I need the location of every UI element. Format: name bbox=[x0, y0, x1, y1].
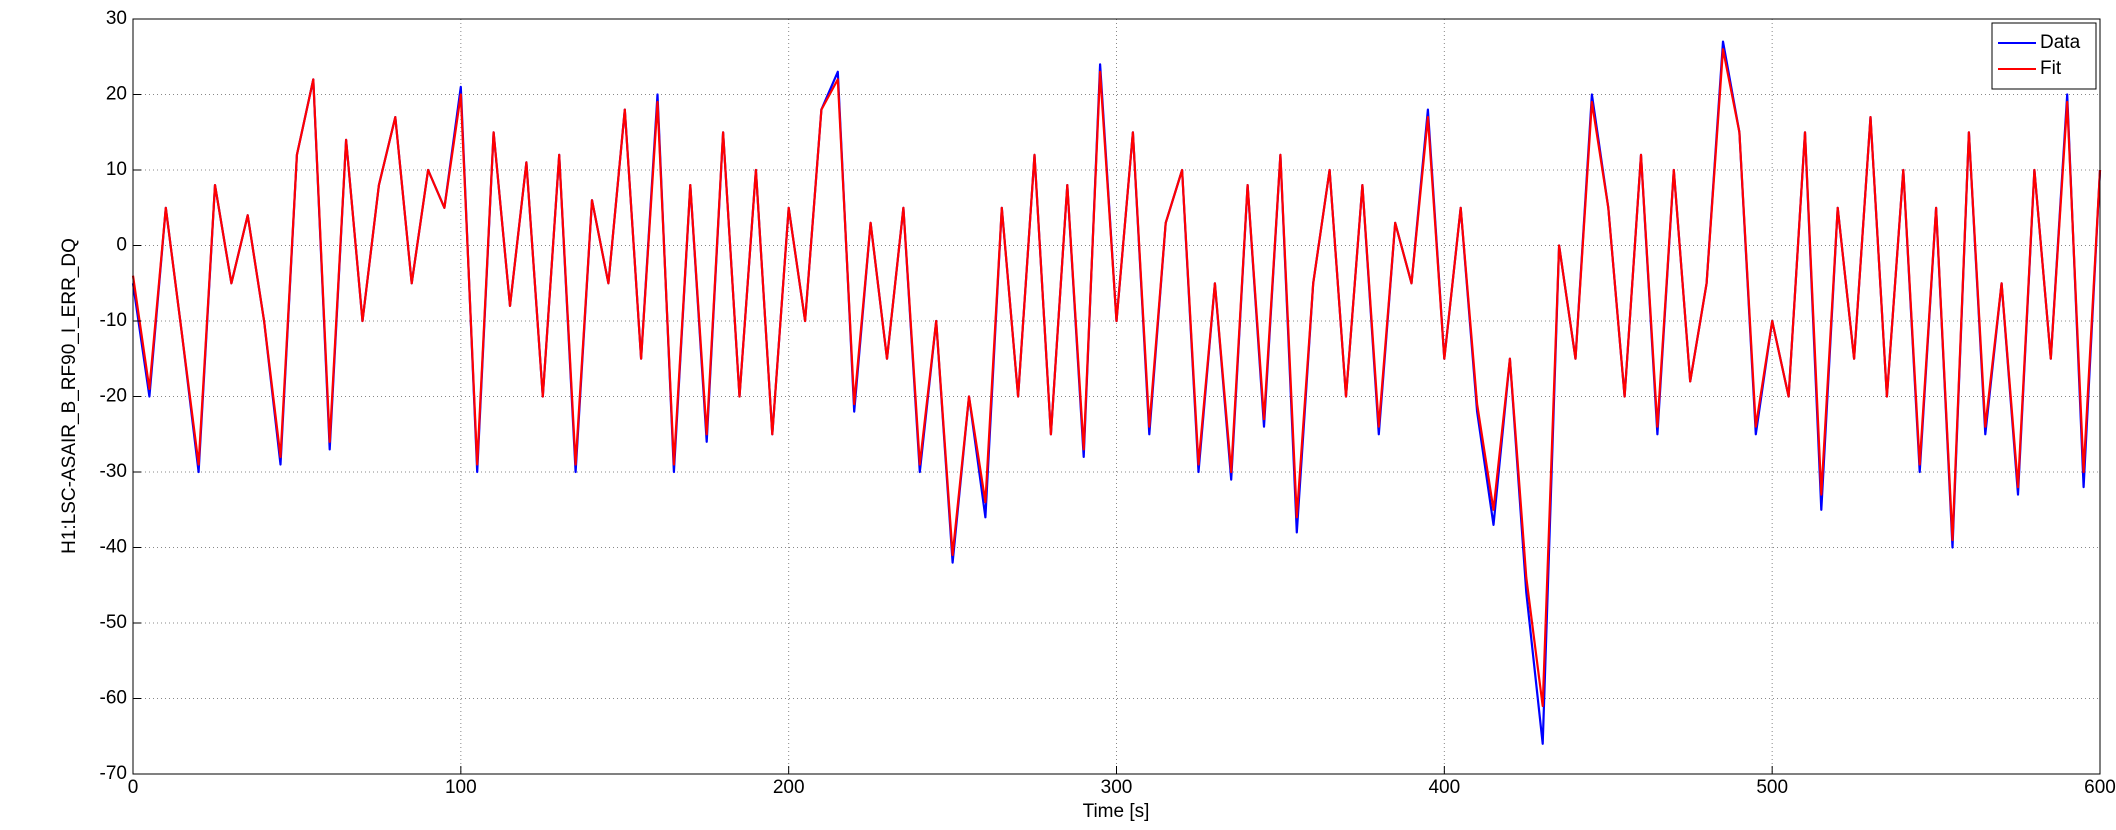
x-tick-label: 200 bbox=[773, 777, 805, 798]
plot-area bbox=[133, 19, 2100, 774]
legend-label: Data bbox=[2040, 32, 2081, 53]
y-tick-label: 20 bbox=[106, 84, 127, 105]
x-tick-label: 0 bbox=[128, 777, 139, 798]
x-tick-label: 300 bbox=[1101, 777, 1133, 798]
y-tick-label: 30 bbox=[106, 8, 127, 29]
y-tick-label: -30 bbox=[100, 461, 127, 482]
y-tick-label: 0 bbox=[116, 235, 127, 256]
x-tick-label: 500 bbox=[1756, 777, 1788, 798]
y-tick-label: -60 bbox=[100, 688, 127, 709]
y-tick-label: -20 bbox=[100, 386, 127, 407]
data-line bbox=[131, 48, 2102, 708]
x-tick-label: 600 bbox=[2084, 777, 2116, 798]
x-axis-label: Time [s] bbox=[1083, 801, 1150, 822]
x-tick-label: 100 bbox=[445, 777, 477, 798]
x-tick-label: 400 bbox=[1428, 777, 1460, 798]
y-tick-label: -40 bbox=[100, 537, 127, 558]
y-axis-label: H1:LSC-ASAIR_B_RF90_I_ERR_DQ bbox=[59, 238, 80, 554]
y-tick-label: -70 bbox=[100, 763, 127, 784]
y-tick-label: -50 bbox=[100, 612, 127, 633]
legend-box bbox=[1991, 22, 2097, 90]
y-tick-label: -10 bbox=[100, 310, 127, 331]
legend-label: Fit bbox=[2040, 58, 2062, 79]
y-tick-label: 10 bbox=[106, 159, 127, 180]
